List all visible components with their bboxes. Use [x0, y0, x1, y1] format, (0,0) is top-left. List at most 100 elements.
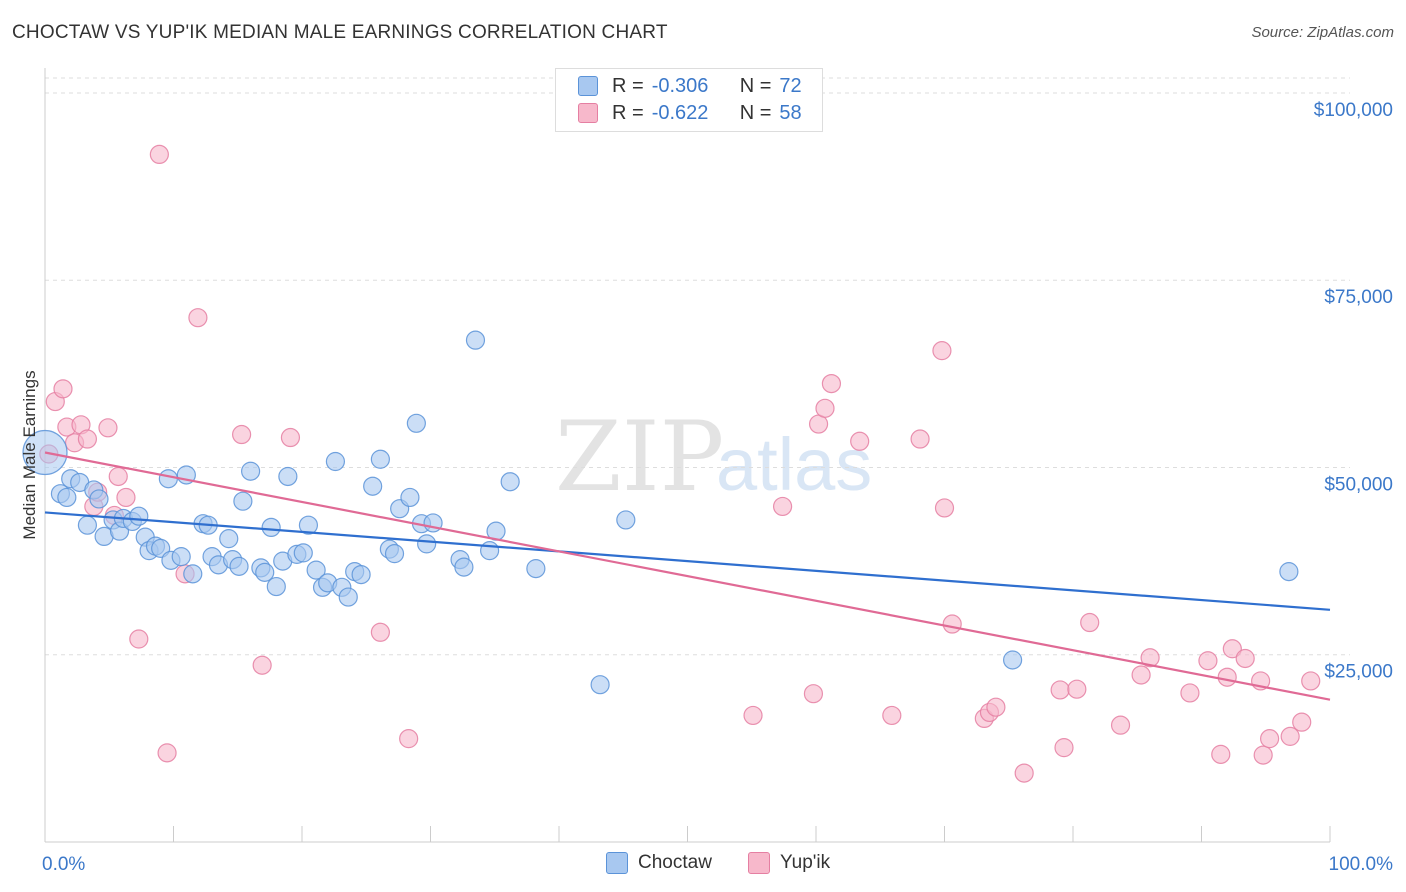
choctaw-point [77, 515, 98, 535]
y-tick-label: $25,000 [1324, 662, 1393, 683]
yupik-point [1280, 726, 1300, 746]
yupik-point [1140, 648, 1160, 668]
x-tick-label-end: 100.0% [1329, 854, 1394, 875]
yupik-point [108, 466, 128, 487]
yupik-point [1292, 712, 1312, 732]
axes: $25,000 $50,000 $75,000 $100,000 0.0% 100.0% [42, 68, 1393, 875]
yupik-point [1235, 648, 1255, 669]
chart-title: CHOCTAW VS YUP'IK MEDIAN MALE EARNINGS C… [12, 22, 668, 43]
yupik-point [53, 379, 73, 399]
choctaw-point [338, 587, 358, 607]
yupik-swatch [748, 852, 770, 874]
choctaw-point [57, 487, 77, 508]
choctaw-point [233, 491, 253, 511]
watermark-zip: ZIP [555, 401, 724, 513]
choctaw-point [325, 451, 346, 472]
choctaw-point [526, 559, 546, 579]
choctaw-point [229, 556, 249, 576]
choctaw-point [480, 541, 500, 561]
legend-n-label: N = [739, 74, 772, 97]
legend-row-choctaw: R = -0.306 N = 72 [578, 75, 802, 97]
yupik-point [252, 655, 272, 675]
choctaw-point [278, 466, 298, 487]
yupik-point [850, 431, 870, 451]
choctaw-point [129, 506, 149, 526]
choctaw-point [219, 529, 239, 549]
yupik-point [932, 341, 952, 361]
yupik-point [370, 622, 390, 642]
yupik-point [803, 684, 824, 704]
legend-n-value: 72 [779, 74, 802, 97]
choctaw-point [241, 461, 261, 481]
yupik-point [1301, 671, 1321, 691]
choctaw-point [400, 487, 420, 508]
legend-r-label: R = [612, 74, 644, 97]
choctaw-point [171, 547, 191, 567]
choctaw-swatch [606, 852, 628, 874]
yupik-point [1198, 651, 1218, 671]
choctaw-point [158, 469, 178, 489]
yupik-point [815, 398, 835, 418]
choctaw-point [590, 675, 610, 695]
yupik-point [986, 697, 1006, 717]
choctaw-point [255, 562, 275, 582]
legend-n-value: 58 [779, 101, 802, 124]
choctaw-point [370, 449, 390, 469]
choctaw-point [351, 564, 371, 585]
x-tick-label-start: 0.0% [42, 854, 85, 875]
watermark-atlas: atlas [716, 423, 872, 506]
choctaw-point [306, 560, 326, 580]
bottom-legend-yupik: Yup'ik [748, 852, 830, 874]
yupik-point [1050, 680, 1070, 700]
yupik-point [188, 308, 208, 328]
yupik-point [1211, 744, 1231, 764]
yupik-point [1260, 729, 1280, 749]
choctaw-point [384, 544, 405, 564]
choctaw-swatch [578, 76, 598, 96]
choctaw-point [363, 476, 383, 496]
choctaw-point [417, 534, 437, 554]
choctaw-point [500, 472, 520, 492]
yupik-point [116, 487, 136, 508]
yupik-point [1222, 639, 1242, 659]
y-tick-label: $75,000 [1324, 287, 1393, 308]
choctaw-point [298, 515, 319, 535]
y-axis-label: Median Male Earnings [20, 370, 39, 539]
yupik-point [157, 743, 177, 763]
yupik-point [1180, 683, 1200, 703]
watermark: ZIP atlas [555, 401, 872, 513]
yupik-point [129, 629, 149, 649]
choctaw-point [406, 413, 426, 433]
choctaw-point [183, 564, 203, 584]
grid-lines [45, 77, 1350, 656]
source-label: Source: ZipAtlas.com [1251, 24, 1394, 41]
y-tick-label: $100,000 [1314, 100, 1393, 121]
yupik-point [1131, 665, 1151, 685]
choctaw-point [616, 510, 636, 530]
yupik-point [743, 705, 763, 726]
yupik-point [399, 729, 419, 749]
choctaw-point [293, 543, 313, 563]
legend-r-value: -0.622 [651, 101, 709, 124]
series-name-choctaw: Choctaw [638, 852, 712, 873]
legend-r-value: -0.306 [651, 74, 709, 97]
choctaw-point [89, 489, 109, 509]
series-name-yupik: Yup'ik [780, 852, 831, 873]
yupik-point [882, 705, 902, 726]
yupik-point [821, 374, 842, 394]
data-points [22, 144, 1321, 783]
yupik-swatch [578, 103, 598, 123]
legend-row-yupik: R = -0.622 N = 58 [578, 102, 802, 124]
yupik-point [98, 418, 118, 438]
yupik-point [1217, 667, 1237, 687]
yupik-point [280, 427, 301, 448]
yupik-point [1054, 738, 1074, 758]
yupik-point [1110, 715, 1131, 735]
yupik-point [934, 498, 955, 518]
trend-lines [44, 451, 1331, 701]
yupik-point [232, 424, 252, 445]
choctaw-point [1003, 650, 1023, 670]
legend-n-label: N = [739, 101, 772, 124]
legend-r-label: R = [612, 101, 644, 124]
